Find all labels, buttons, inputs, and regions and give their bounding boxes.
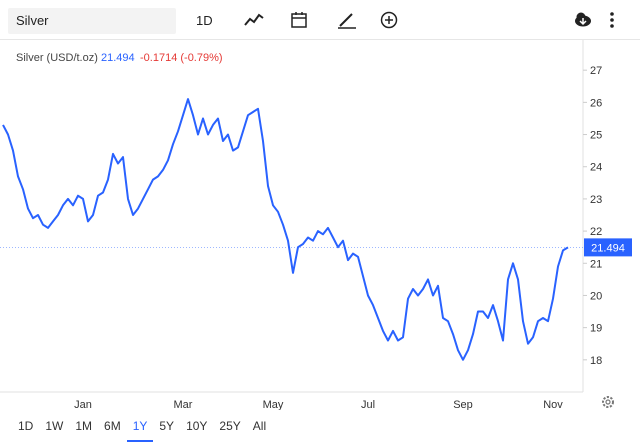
chart-label: Silver (USD/t.oz) (16, 52, 98, 64)
add-icon[interactable] (379, 10, 399, 30)
y-tick-label: 20 (590, 290, 602, 302)
y-tick-label: 23 (590, 194, 602, 206)
toolbar: Silver 1D (0, 0, 640, 40)
y-tick-label: 18 (590, 355, 602, 367)
y-tick-label: 26 (590, 97, 602, 109)
settings-icon[interactable] (602, 396, 614, 408)
range-button[interactable]: 5Y (159, 419, 175, 433)
range-button[interactable]: 1W (45, 419, 64, 433)
x-tick-label: Jul (361, 399, 375, 410)
x-tick-label: Sep (453, 399, 473, 410)
y-tick-label: 24 (590, 162, 602, 174)
range-button[interactable]: 10Y (186, 419, 208, 433)
range-button[interactable]: 6M (104, 419, 121, 433)
y-tick-label: 19 (590, 323, 602, 335)
last-price-box (584, 238, 632, 257)
y-tick-label: 27 (590, 65, 602, 77)
range-selector: 1D 1W 1M 6M 1Y 5Y 10Y 25Y All (12, 412, 272, 442)
y-tick-label: 21 (590, 258, 602, 270)
x-tick-label: Nov (543, 399, 563, 410)
x-tick-label: Jan (74, 399, 92, 410)
x-tick-label: Mar (174, 399, 193, 410)
chart-type-icon[interactable] (243, 10, 265, 30)
download-icon[interactable] (573, 10, 593, 30)
calendar-icon[interactable] (289, 10, 309, 30)
price-line (2, 98, 569, 361)
price-change: -0.1714 (-0.79%) (140, 52, 223, 64)
y-tick-label: 22 (590, 226, 602, 238)
x-tick-label: May (263, 399, 284, 410)
range-button[interactable]: 25Y (219, 419, 241, 433)
y-tick-label: 25 (590, 130, 602, 142)
range-button[interactable]: 1D (18, 419, 34, 433)
interval-button[interactable]: 1D (196, 13, 213, 28)
last-price-label: 21.494 (591, 242, 625, 254)
range-button[interactable]: 1Y (126, 412, 154, 442)
search-input[interactable]: Silver (8, 8, 176, 34)
range-button[interactable]: 1M (75, 419, 93, 433)
draw-icon[interactable] (336, 10, 358, 30)
chart: Silver (USD/t.oz) 21.494 -0.1714 (-0.79%… (0, 40, 632, 410)
last-price: 21.494 (101, 52, 135, 64)
menu-icon[interactable] (606, 10, 618, 30)
range-button[interactable]: All (252, 419, 267, 433)
